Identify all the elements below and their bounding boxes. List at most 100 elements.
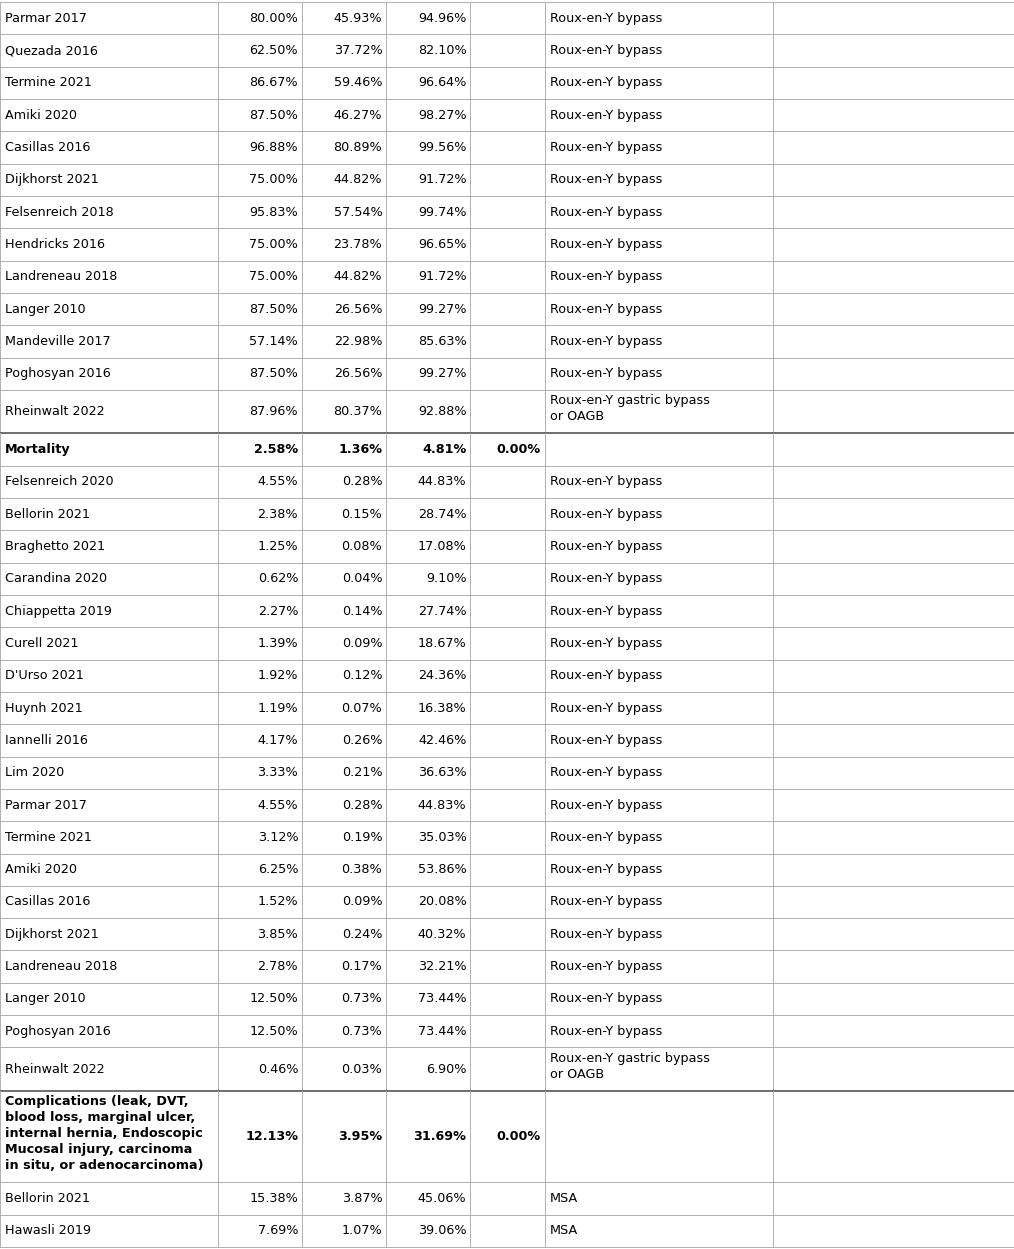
Text: 0.28%: 0.28% — [342, 475, 382, 488]
Text: 1.07%: 1.07% — [342, 1224, 382, 1238]
Text: 36.63%: 36.63% — [418, 766, 466, 779]
Text: 37.72%: 37.72% — [334, 44, 382, 57]
Text: Roux-en-Y bypass: Roux-en-Y bypass — [550, 76, 662, 90]
Text: 2.58%: 2.58% — [255, 443, 298, 456]
Text: Roux-en-Y bypass: Roux-en-Y bypass — [550, 271, 662, 284]
Text: Bellorin 2021: Bellorin 2021 — [5, 507, 90, 521]
Text: 4.55%: 4.55% — [258, 798, 298, 812]
Text: Amiki 2020: Amiki 2020 — [5, 863, 77, 876]
Text: 9.10%: 9.10% — [426, 572, 466, 586]
Text: Casillas 2016: Casillas 2016 — [5, 896, 90, 908]
Text: Roux-en-Y bypass: Roux-en-Y bypass — [550, 11, 662, 25]
Text: 0.38%: 0.38% — [342, 863, 382, 876]
Text: Complications (leak, DVT,
blood loss, marginal ulcer,
internal hernia, Endoscopi: Complications (leak, DVT, blood loss, ma… — [5, 1095, 204, 1172]
Text: 59.46%: 59.46% — [334, 76, 382, 90]
Text: Roux-en-Y bypass: Roux-en-Y bypass — [550, 605, 662, 617]
Text: MSA: MSA — [550, 1224, 578, 1238]
Text: 62.50%: 62.50% — [249, 44, 298, 57]
Text: 99.27%: 99.27% — [418, 302, 466, 316]
Text: 32.21%: 32.21% — [418, 960, 466, 973]
Text: Felsenreich 2018: Felsenreich 2018 — [5, 206, 114, 219]
Text: 40.32%: 40.32% — [418, 928, 466, 940]
Text: Roux-en-Y bypass: Roux-en-Y bypass — [550, 702, 662, 714]
Text: 3.87%: 3.87% — [342, 1192, 382, 1205]
Text: Roux-en-Y bypass: Roux-en-Y bypass — [550, 302, 662, 316]
Text: 96.88%: 96.88% — [249, 141, 298, 154]
Text: 98.27%: 98.27% — [418, 109, 466, 122]
Text: 45.06%: 45.06% — [418, 1192, 466, 1205]
Text: Roux-en-Y bypass: Roux-en-Y bypass — [550, 960, 662, 973]
Text: Chiappetta 2019: Chiappetta 2019 — [5, 605, 112, 617]
Text: 87.50%: 87.50% — [249, 367, 298, 381]
Text: 96.64%: 96.64% — [418, 76, 466, 90]
Text: 92.88%: 92.88% — [418, 405, 466, 418]
Text: 0.07%: 0.07% — [342, 702, 382, 714]
Text: 1.39%: 1.39% — [258, 637, 298, 649]
Text: 95.83%: 95.83% — [249, 206, 298, 219]
Text: 23.78%: 23.78% — [334, 239, 382, 251]
Text: 0.09%: 0.09% — [342, 637, 382, 649]
Text: 80.89%: 80.89% — [334, 141, 382, 154]
Text: Landreneau 2018: Landreneau 2018 — [5, 271, 118, 284]
Text: Quezada 2016: Quezada 2016 — [5, 44, 98, 57]
Text: 28.74%: 28.74% — [418, 507, 466, 521]
Text: Roux-en-Y bypass: Roux-en-Y bypass — [550, 206, 662, 219]
Text: 0.04%: 0.04% — [342, 572, 382, 586]
Text: Roux-en-Y gastric bypass
or OAGB: Roux-en-Y gastric bypass or OAGB — [550, 395, 710, 423]
Text: MSA: MSA — [550, 1192, 578, 1205]
Text: 0.14%: 0.14% — [342, 605, 382, 617]
Text: 57.54%: 57.54% — [334, 206, 382, 219]
Text: 15.38%: 15.38% — [249, 1192, 298, 1205]
Text: 20.08%: 20.08% — [418, 896, 466, 908]
Text: 57.14%: 57.14% — [249, 335, 298, 348]
Text: 0.15%: 0.15% — [342, 507, 382, 521]
Text: 2.38%: 2.38% — [258, 507, 298, 521]
Text: 44.83%: 44.83% — [418, 475, 466, 488]
Text: Roux-en-Y bypass: Roux-en-Y bypass — [550, 572, 662, 586]
Text: 99.27%: 99.27% — [418, 367, 466, 381]
Text: Termine 2021: Termine 2021 — [5, 76, 92, 90]
Text: Mandeville 2017: Mandeville 2017 — [5, 335, 111, 348]
Text: 27.74%: 27.74% — [418, 605, 466, 617]
Text: 87.96%: 87.96% — [249, 405, 298, 418]
Text: 1.36%: 1.36% — [339, 443, 382, 456]
Text: 0.26%: 0.26% — [342, 734, 382, 747]
Text: 87.50%: 87.50% — [249, 109, 298, 122]
Text: Roux-en-Y bypass: Roux-en-Y bypass — [550, 507, 662, 521]
Text: 0.00%: 0.00% — [497, 443, 540, 456]
Text: Roux-en-Y bypass: Roux-en-Y bypass — [550, 993, 662, 1005]
Text: 1.92%: 1.92% — [258, 669, 298, 682]
Text: 3.12%: 3.12% — [258, 831, 298, 844]
Text: 75.00%: 75.00% — [249, 271, 298, 284]
Text: 6.25%: 6.25% — [258, 863, 298, 876]
Text: 0.24%: 0.24% — [342, 928, 382, 940]
Text: Roux-en-Y bypass: Roux-en-Y bypass — [550, 141, 662, 154]
Text: 0.12%: 0.12% — [342, 669, 382, 682]
Text: 3.85%: 3.85% — [258, 928, 298, 940]
Text: 87.50%: 87.50% — [249, 302, 298, 316]
Text: 0.00%: 0.00% — [497, 1130, 540, 1143]
Text: 0.17%: 0.17% — [342, 960, 382, 973]
Text: 1.25%: 1.25% — [258, 540, 298, 553]
Text: 99.74%: 99.74% — [418, 206, 466, 219]
Text: Casillas 2016: Casillas 2016 — [5, 141, 90, 154]
Text: 94.96%: 94.96% — [418, 11, 466, 25]
Text: 12.50%: 12.50% — [249, 1025, 298, 1038]
Text: Roux-en-Y bypass: Roux-en-Y bypass — [550, 637, 662, 649]
Text: Felsenreich 2020: Felsenreich 2020 — [5, 475, 114, 488]
Text: 4.55%: 4.55% — [258, 475, 298, 488]
Text: Poghosyan 2016: Poghosyan 2016 — [5, 1025, 111, 1038]
Text: 7.69%: 7.69% — [258, 1224, 298, 1238]
Text: 18.67%: 18.67% — [418, 637, 466, 649]
Text: 73.44%: 73.44% — [418, 1025, 466, 1038]
Text: Parmar 2017: Parmar 2017 — [5, 11, 87, 25]
Text: Roux-en-Y bypass: Roux-en-Y bypass — [550, 669, 662, 682]
Text: 26.56%: 26.56% — [334, 302, 382, 316]
Text: 26.56%: 26.56% — [334, 367, 382, 381]
Text: 46.27%: 46.27% — [334, 109, 382, 122]
Text: Roux-en-Y bypass: Roux-en-Y bypass — [550, 475, 662, 488]
Text: Roux-en-Y bypass: Roux-en-Y bypass — [550, 863, 662, 876]
Text: 80.00%: 80.00% — [249, 11, 298, 25]
Text: Roux-en-Y gastric bypass
or OAGB: Roux-en-Y gastric bypass or OAGB — [550, 1052, 710, 1080]
Text: Roux-en-Y bypass: Roux-en-Y bypass — [550, 928, 662, 940]
